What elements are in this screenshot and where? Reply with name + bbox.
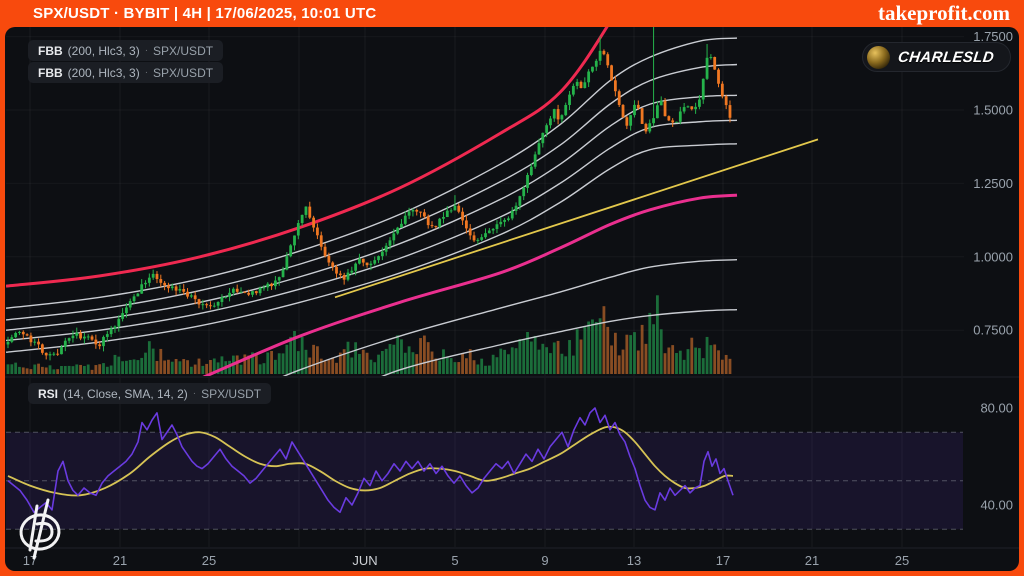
- svg-text:21: 21: [113, 553, 127, 568]
- gridlines-main: [6, 27, 964, 376]
- takeprofit-brand-text: takeprofit.com: [878, 1, 1010, 25]
- chart-header: SPX/USDT · BYBIT | 4H | 17/06/2025, 10:0…: [0, 0, 1024, 27]
- candles-layer: [6, 27, 732, 361]
- indicator-symbol: SPX/USDT: [201, 386, 262, 401]
- indicator-symbol: SPX/USDT: [153, 43, 214, 58]
- svg-text:17: 17: [716, 553, 730, 568]
- avatar: [866, 45, 890, 69]
- main-pane: [6, 27, 964, 376]
- svg-text:5: 5: [451, 553, 458, 568]
- svg-text:1.0000: 1.0000: [973, 249, 1013, 264]
- trendline: [334, 138, 819, 299]
- indicator-params: (200, Hlc3, 3): [67, 43, 140, 58]
- username-text: CHARLESLD: [896, 48, 996, 66]
- svg-text:1.2500: 1.2500: [973, 176, 1013, 191]
- symbol-title: SPX/USDT · BYBIT | 4H | 17/06/2025, 10:0…: [33, 5, 377, 22]
- separator-dot: ·: [144, 45, 149, 56]
- rsi-line: [7, 407, 734, 514]
- svg-text:9: 9: [541, 553, 548, 568]
- indicator-symbol: SPX/USDT: [153, 65, 214, 80]
- svg-text:80.00: 80.00: [980, 401, 1013, 416]
- indicator-params: (14, Close, SMA, 14, 2): [63, 386, 188, 401]
- indicator-legend-fbb-1[interactable]: FBB (200, Hlc3, 3) · SPX/USDT: [28, 40, 224, 61]
- svg-text:25: 25: [895, 553, 909, 568]
- indicator-legend-rsi[interactable]: RSI (14, Close, SMA, 14, 2) · SPX/USDT: [28, 383, 272, 404]
- svg-text:1.7500: 1.7500: [973, 29, 1013, 44]
- price-axis-labels[interactable]: 1.7500 1.5000 1.2500 1.0000 0.7500: [973, 29, 1013, 338]
- separator-dot: ·: [144, 67, 149, 78]
- rsi-pane: [6, 378, 963, 547]
- svg-text:13: 13: [627, 553, 641, 568]
- indicator-name: RSI: [38, 386, 59, 401]
- volume-layer: [6, 295, 732, 374]
- indicator-params: (200, Hlc3, 3): [67, 65, 140, 80]
- svg-text:1.5000: 1.5000: [973, 103, 1013, 118]
- rsi-axis-labels[interactable]: 80.00 40.00: [980, 401, 1013, 513]
- indicator-legend-fbb-2[interactable]: FBB (200, Hlc3, 3) · SPX/USDT: [28, 62, 224, 83]
- indicator-name: FBB: [38, 43, 63, 58]
- svg-text:25: 25: [202, 553, 216, 568]
- user-watermark-badge: CHARLESLD: [861, 42, 1011, 72]
- svg-text:0.7500: 0.7500: [973, 323, 1013, 338]
- separator-dot: ·: [192, 388, 197, 399]
- chart-plot[interactable]: 1.7500 1.5000 1.2500 1.0000 0.7500 80.00 40.00…: [5, 27, 1019, 571]
- svg-text:40.00: 40.00: [980, 498, 1013, 513]
- indicator-name: FBB: [38, 65, 63, 80]
- takeprofit-logo-watermark: [19, 498, 61, 560]
- time-axis-labels[interactable]: 17 21 25 JUN 5 9 13 17 21 25: [23, 553, 909, 568]
- svg-text:21: 21: [805, 553, 819, 568]
- svg-text:JUN: JUN: [352, 553, 377, 568]
- chart-canvas[interactable]: 1.7500 1.5000 1.2500 1.0000 0.7500 80.00 40.00…: [5, 27, 1019, 571]
